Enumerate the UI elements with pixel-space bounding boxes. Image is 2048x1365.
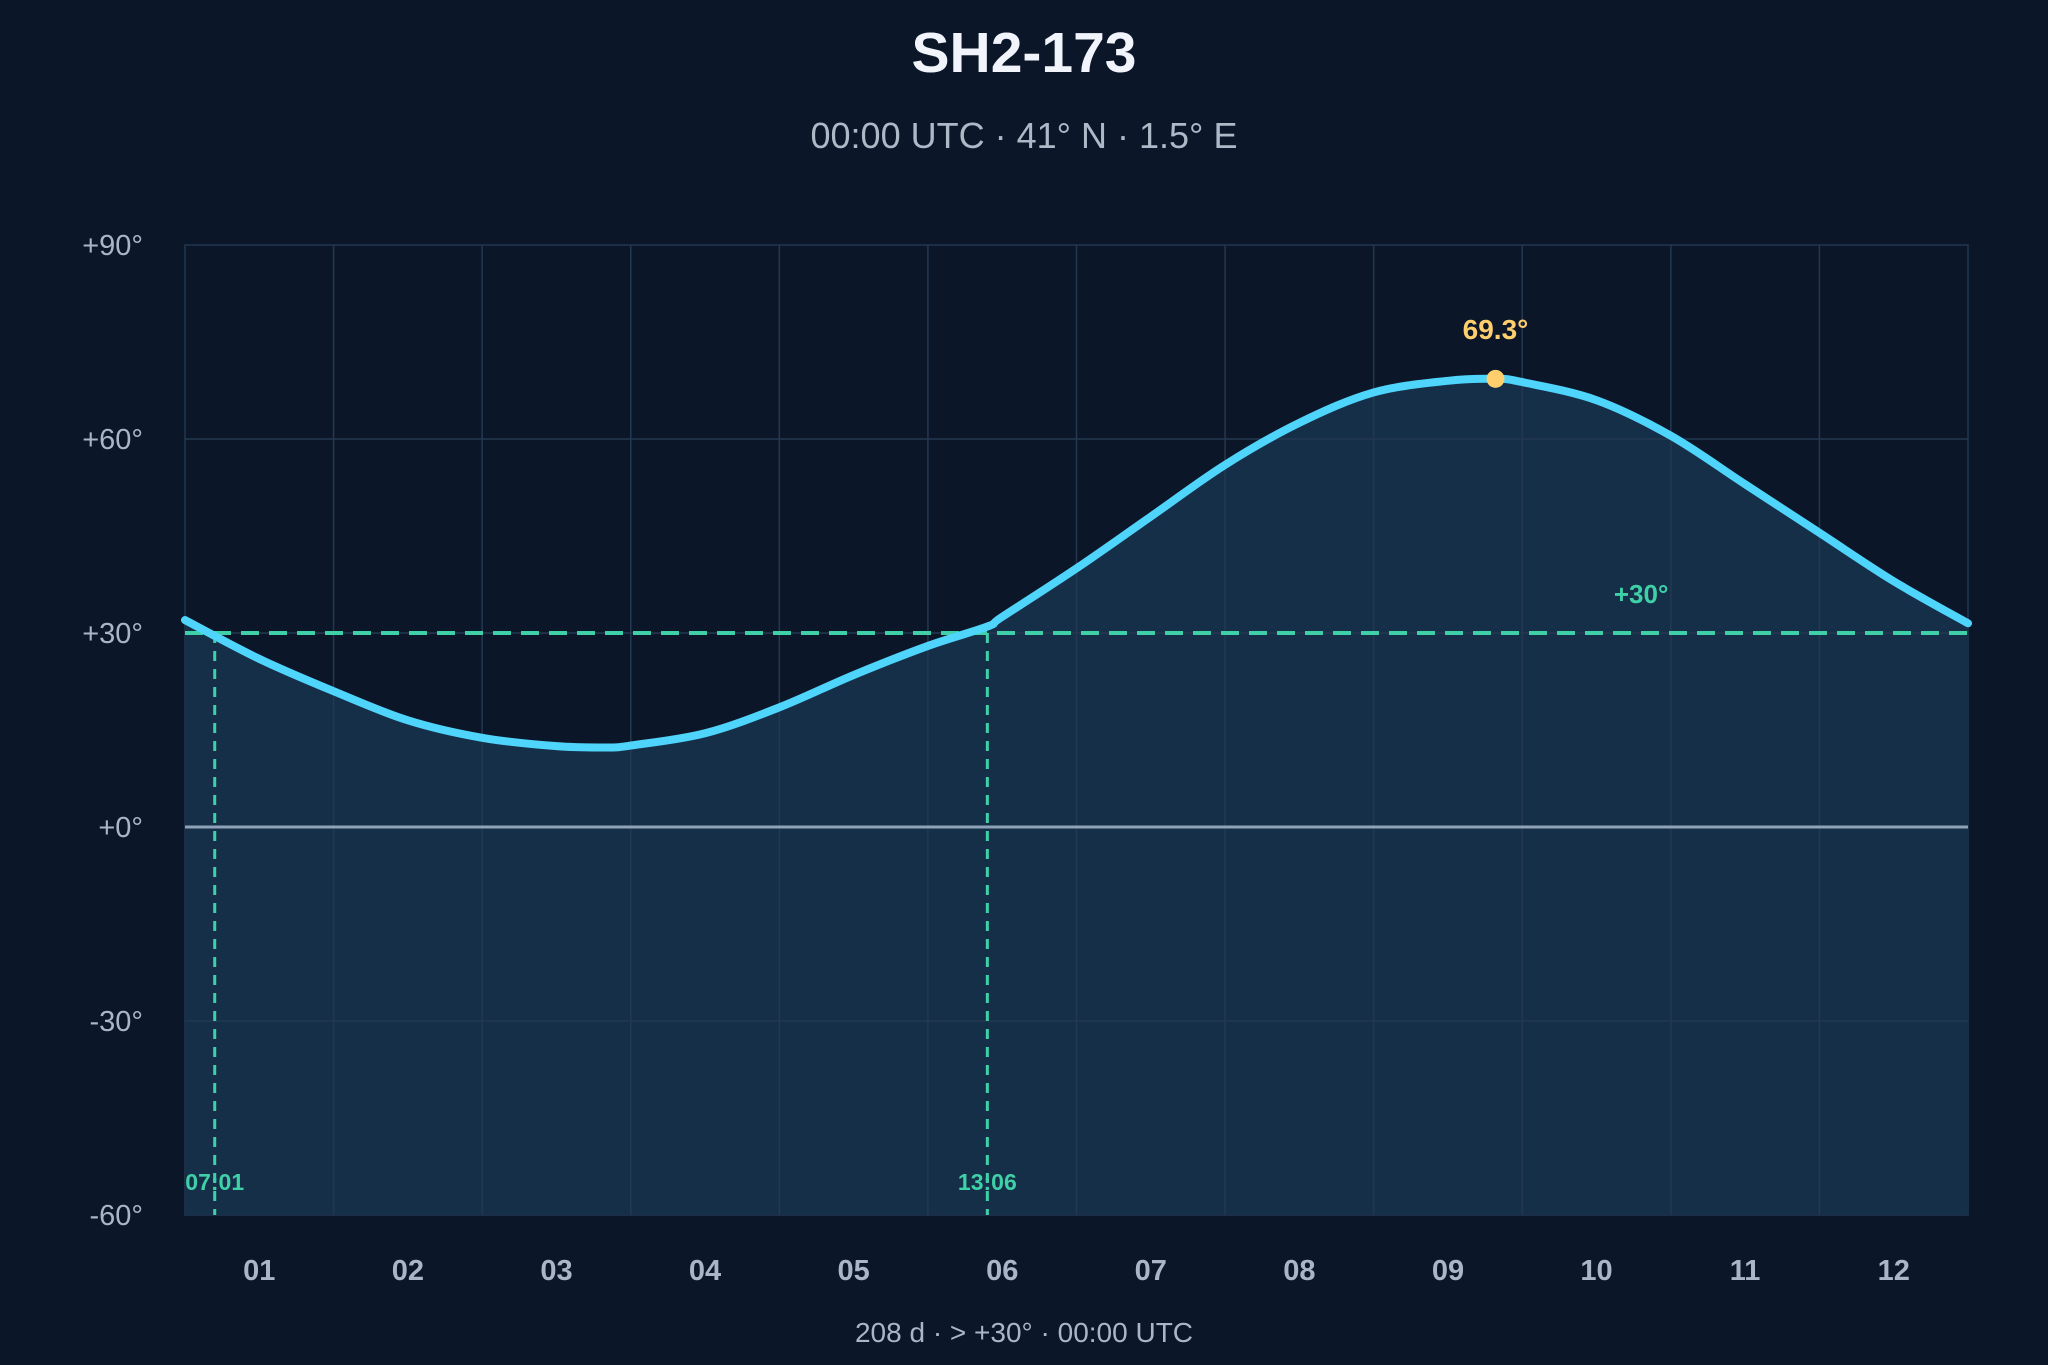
- x-tick-label: 01: [243, 1255, 275, 1287]
- y-tick-label: -30°: [89, 1006, 143, 1038]
- crossing-label: 07:01: [185, 1169, 244, 1195]
- x-tick-label: 02: [392, 1255, 424, 1287]
- x-tick-label: 09: [1432, 1255, 1464, 1287]
- crossing-label: 13:06: [958, 1169, 1017, 1195]
- y-tick-label: +90°: [82, 230, 143, 262]
- x-tick-label: 04: [689, 1255, 721, 1287]
- x-tick-label: 08: [1283, 1255, 1315, 1287]
- x-tick-label: 06: [986, 1255, 1018, 1287]
- x-tick-label: 03: [540, 1255, 572, 1287]
- peak-marker: [1486, 369, 1505, 388]
- altitude-curve: [181, 374, 1972, 752]
- plot-area: +30° 07:01 13:06 69.3° +90° +60° +30° +0° -30° -6…: [82, 230, 1972, 1287]
- x-tick-label: 10: [1580, 1255, 1612, 1287]
- y-tick-label: +0°: [98, 812, 143, 844]
- peak-label: 69.3°: [1463, 314, 1529, 345]
- y-tick-label: +60°: [82, 424, 143, 456]
- x-tick-label: 11: [1730, 1255, 1761, 1287]
- x-tick-label: 05: [837, 1255, 869, 1287]
- threshold-label: +30°: [1614, 579, 1669, 609]
- chart-subtitle: 00:00 UTC · 41° N · 1.5° E: [811, 115, 1238, 156]
- y-tick-label: -60°: [89, 1200, 143, 1232]
- chart-title: SH2-173: [912, 21, 1137, 85]
- y-tick-label: +30°: [82, 618, 143, 650]
- chart-footer: 208 d · > +30° · 00:00 UTC: [855, 1317, 1193, 1348]
- x-tick-label: 07: [1135, 1255, 1167, 1287]
- x-tick-label: 12: [1878, 1255, 1910, 1287]
